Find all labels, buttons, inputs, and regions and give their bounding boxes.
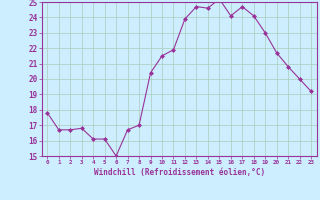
X-axis label: Windchill (Refroidissement éolien,°C): Windchill (Refroidissement éolien,°C) [94, 168, 265, 177]
